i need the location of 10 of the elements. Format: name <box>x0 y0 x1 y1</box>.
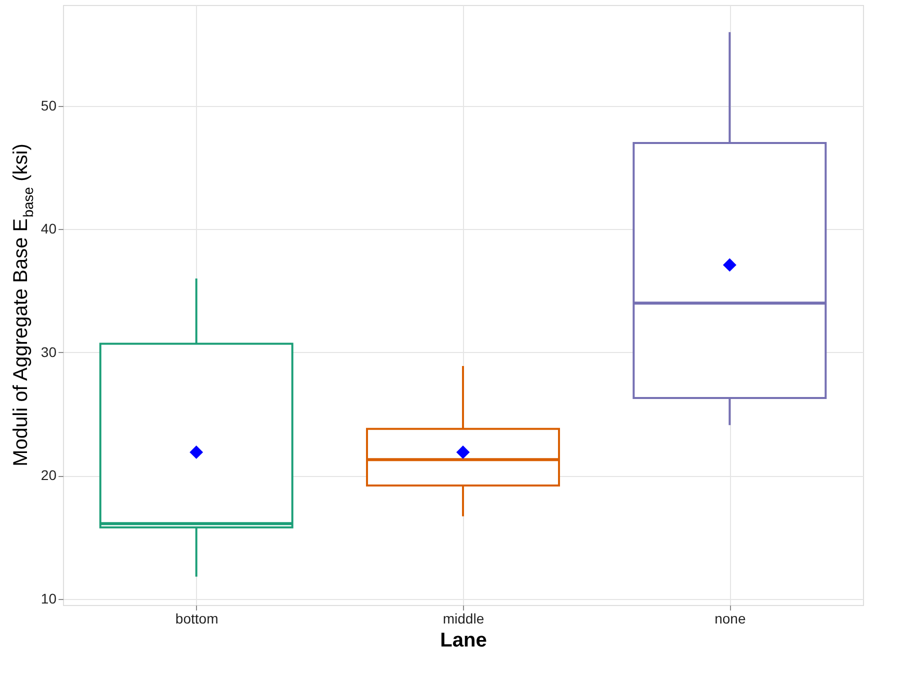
y-tick-label: 10 <box>40 590 57 606</box>
x-axis-title: Lane <box>440 630 487 652</box>
x-tick-label: none <box>714 610 746 626</box>
x-tick-label: bottom <box>175 610 218 626</box>
y-tick-label: 30 <box>40 344 57 360</box>
y-tick-label: 20 <box>40 467 57 484</box>
y-tick-label: 50 <box>40 98 57 114</box>
x-tick-label: middle <box>442 610 484 626</box>
y-tick-label: 40 <box>40 220 57 237</box>
y-axis-title: Moduli of Aggregate Base Ebase (ksi) <box>10 144 36 466</box>
